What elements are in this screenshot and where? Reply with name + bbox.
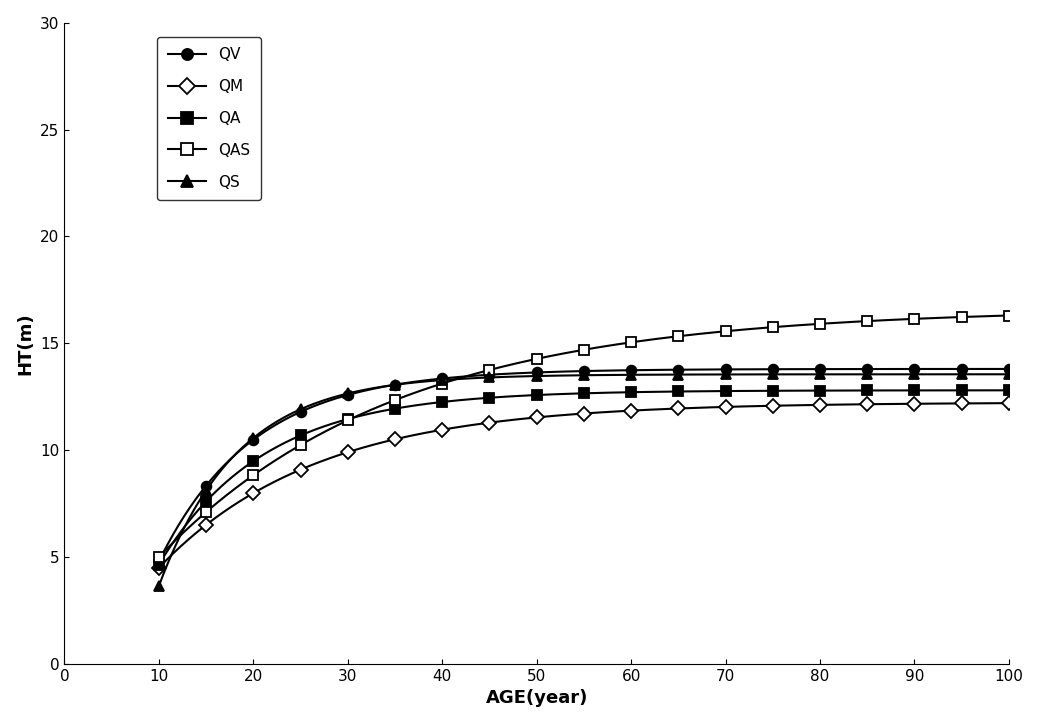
X-axis label: AGE(year): AGE(year) bbox=[486, 689, 588, 707]
Y-axis label: HT(m): HT(m) bbox=[17, 312, 34, 374]
Legend: QV, QM, QA, QAS, QS: QV, QM, QA, QAS, QS bbox=[157, 37, 261, 201]
